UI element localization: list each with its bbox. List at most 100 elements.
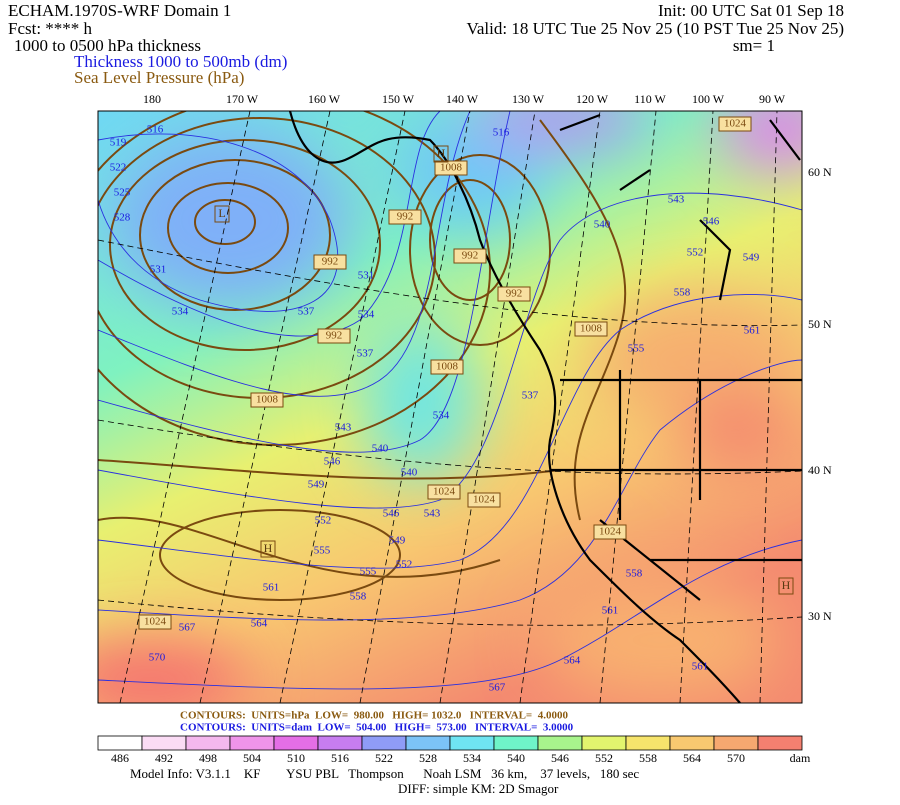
colorbar-label: 558 [639, 751, 657, 765]
longitude-label: 160 W [308, 92, 341, 106]
latitude-label: 60 N [808, 165, 832, 179]
latitude-label: 40 N [808, 463, 832, 477]
thickness-label: 549 [389, 535, 406, 547]
pressure-label-box [718, 116, 752, 132]
thickness-label: 543 [668, 194, 685, 206]
pressure-contours [98, 111, 627, 601]
pressure-center-box [260, 540, 276, 558]
longitude-label: 120 W [576, 92, 609, 106]
colorbar-label: 504 [243, 751, 261, 765]
thickness-label: 537 [522, 390, 539, 402]
colorbar-box [361, 735, 407, 751]
thickness-label: 543 [335, 422, 352, 434]
thickness-label: 549 [743, 252, 760, 264]
thickness-label: 516 [147, 124, 164, 136]
colorbar-label: 540 [507, 751, 525, 765]
colorbar-box [493, 735, 539, 751]
thickness-label: 516 [493, 127, 510, 139]
pressure-center: H [782, 578, 791, 592]
slp-label: Sea Level Pressure (hPa) [74, 68, 244, 87]
thickness-label: 540 [401, 467, 418, 479]
longitude-label: 90 W [759, 92, 786, 106]
map [98, 111, 802, 703]
pressure-label: 1024 [724, 118, 747, 130]
pressure-label-box [467, 492, 501, 508]
longitude-label: 130 W [512, 92, 545, 106]
colorbar-box [317, 735, 363, 751]
thickness-contours-info: CONTOURS: UNITS=dam LOW= 504.00 HIGH= 57… [180, 722, 574, 734]
colorbar-label: 528 [419, 751, 437, 765]
colorbar-box [625, 735, 671, 751]
thickness-label: 558 [350, 591, 367, 603]
colorbar-box [449, 735, 495, 751]
colorbar-label: 486 [111, 751, 129, 765]
pressure-label: 1024 [599, 526, 622, 538]
pressure-label: 992 [397, 211, 414, 223]
thickness-label: 561 [602, 605, 619, 617]
thickness-label: 540 [594, 219, 611, 231]
pressure-label: 1008 [580, 323, 603, 335]
pressure-label-box [574, 321, 608, 337]
colorbar-box [97, 735, 143, 751]
pressure-label: 992 [462, 250, 479, 262]
longitude-label: 150 W [382, 92, 415, 106]
colorbar-label: 498 [199, 751, 217, 765]
thickness-label: 555 [314, 545, 331, 557]
colorbar-box [581, 735, 627, 751]
latitude-label: 30 N [808, 609, 832, 623]
thickness-label: 561 [692, 661, 709, 673]
pressure-label-box [313, 254, 347, 270]
thickness-label: 552 [396, 559, 413, 571]
longitude-label: 140 W [446, 92, 479, 106]
thickness-label: 534 [358, 309, 375, 321]
thickness-label: 543 [424, 508, 441, 520]
colorbar-label: 570 [727, 751, 745, 765]
pressure-label-box [317, 328, 351, 344]
colorbar-label: 564 [683, 751, 701, 765]
pressure-label: 1024 [473, 494, 496, 506]
thickness-label: 534 [433, 410, 450, 422]
longitude-label: 110 W [634, 92, 666, 106]
thickness-label: 546 [703, 216, 720, 228]
thickness-label: 531 [358, 270, 375, 282]
thickness-label: 552 [687, 247, 704, 259]
thickness-label: 564 [564, 655, 581, 667]
colorbar-box [669, 735, 715, 751]
thickness-label: 525 [114, 187, 131, 199]
longitude-label: 100 W [692, 92, 725, 106]
thickness-label: 561 [263, 582, 280, 594]
pressure-label-box [593, 524, 627, 540]
colorbar-label: 492 [155, 751, 173, 765]
thickness-label: 558 [626, 568, 643, 580]
colorbar-box [273, 735, 319, 751]
pressure-center: H [437, 146, 446, 160]
longitude-label: 170 W [226, 92, 259, 106]
thickness-label: 558 [674, 287, 691, 299]
pressure-center: H [264, 541, 273, 555]
thickness-label: 561 [744, 325, 761, 337]
colorbar-label: 546 [551, 751, 569, 765]
colorbar-box [713, 735, 759, 751]
thickness-label: 570 [149, 652, 166, 664]
pressure-center-box [778, 577, 794, 595]
colorbar-label: 552 [595, 751, 613, 765]
thickness-label: 549 [308, 479, 325, 491]
colorbar-box [405, 735, 451, 751]
pressure-label: 1008 [436, 361, 459, 373]
forecast: Fcst: **** h [8, 19, 93, 38]
thickness-label: 531 [150, 264, 167, 276]
model-info: Model Info: V3.1.1 KF YSU PBL Thompson N… [130, 766, 639, 781]
pressure-label: 992 [322, 256, 339, 268]
thickness-label: 528 [114, 212, 131, 224]
thickness-label: 555 [360, 566, 377, 578]
pressure-label-box [497, 286, 531, 302]
thickness-label: 546 [324, 456, 341, 468]
pressure-label-box [138, 614, 172, 630]
pressure-center: L [218, 206, 225, 220]
thickness-label: 567 [489, 682, 506, 694]
map-frame [97, 110, 803, 704]
pressure-center-box [214, 205, 230, 223]
thickness-label: 546 [383, 508, 400, 520]
pressure-label: 1008 [440, 162, 463, 174]
